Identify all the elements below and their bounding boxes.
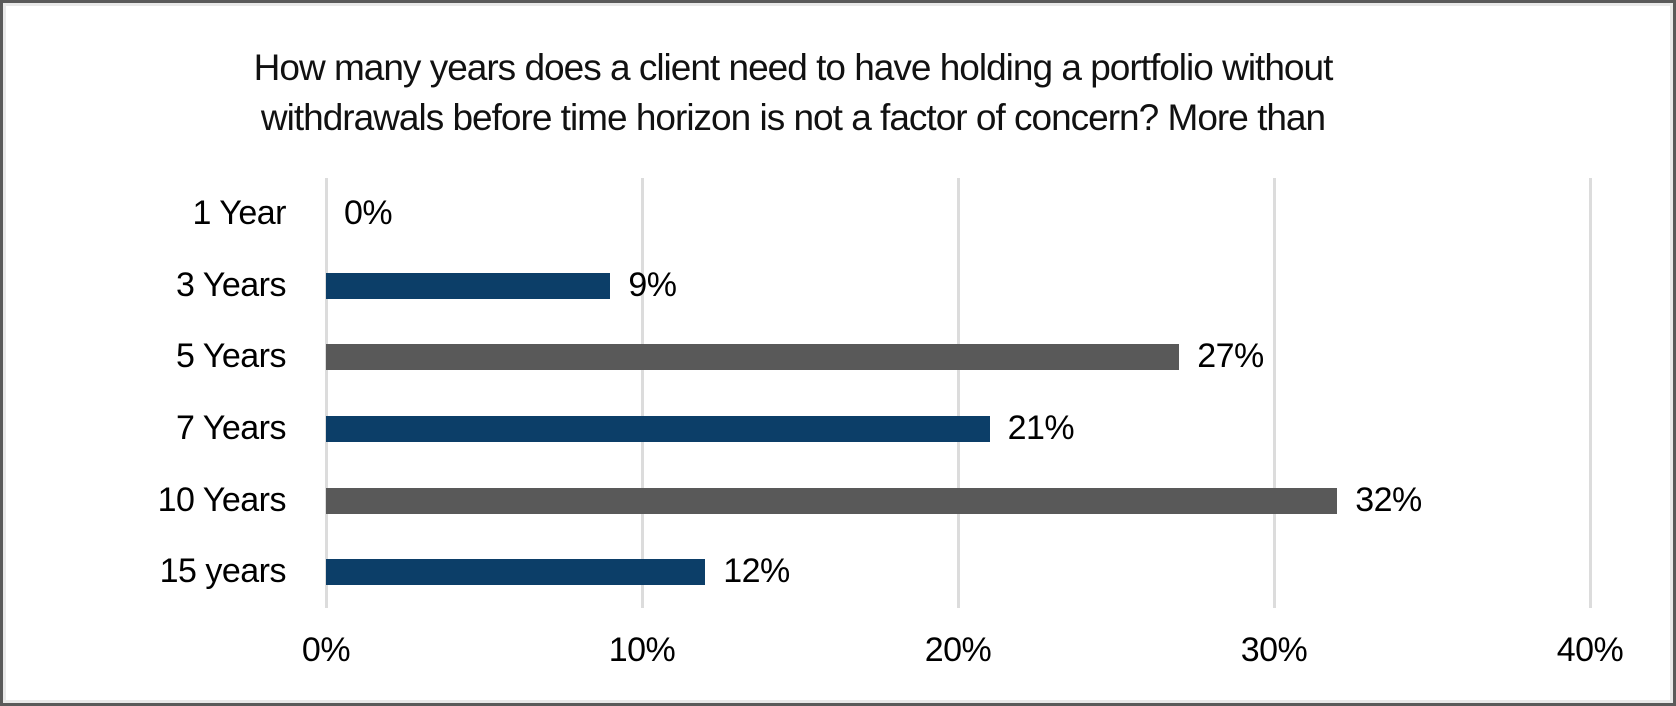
gridline-10pct: [640, 178, 644, 608]
category-label-3-years: 3 Years: [176, 266, 286, 304]
bar-value-5-years: 27%: [1197, 337, 1264, 375]
category-label-7-years: 7 Years: [176, 409, 286, 447]
x-axis-tick-20pct: 20%: [924, 631, 992, 669]
category-label-1-year: 1 Year: [192, 194, 287, 232]
bar-7-years: [326, 415, 990, 442]
bar-value-3-years: 9%: [628, 266, 677, 304]
bar-value-10-years: 32%: [1355, 481, 1422, 519]
gridline-40pct: [1588, 178, 1592, 608]
chart-title-line-2: withdrawals before time horizon is not a…: [260, 97, 1326, 138]
bar-value-15-years: 12%: [723, 552, 790, 590]
gridline-0pct: [324, 178, 328, 608]
bar-row-15-years: 12%: [326, 536, 1590, 607]
gridline-20pct: [956, 178, 960, 608]
bar-row-1-year: 0%: [326, 178, 1590, 249]
category-label-15-years: 15 years: [159, 552, 287, 590]
x-axis-tick-30pct: 30%: [1240, 631, 1308, 669]
bar-row-3-years: 9%: [326, 250, 1590, 321]
chart-title-line-1: How many years does a client need to hav…: [253, 47, 1334, 88]
bar-row-10-years: 32%: [326, 465, 1590, 536]
x-axis-tick-40pct: 40%: [1556, 631, 1624, 669]
category-label-10-years: 10 Years: [157, 481, 287, 519]
plot-area: 0% 9% 27% 21% 32% 12%: [324, 178, 1592, 608]
category-label-5-years: 5 Years: [176, 337, 286, 375]
bar-15-years: [326, 558, 706, 585]
bar-3-years: [326, 272, 611, 299]
gridline-30pct: [1272, 178, 1276, 608]
chart-title: How many years does a client need to hav…: [143, 43, 1443, 143]
x-axis-tick-0pct: 0%: [301, 631, 351, 669]
bar-5-years: [326, 343, 1180, 370]
bar-row-5-years: 27%: [326, 321, 1590, 392]
x-axis-tick-10pct: 10%: [608, 631, 676, 669]
bar-row-7-years: 21%: [326, 393, 1590, 464]
bar-value-1-year: 0%: [344, 194, 393, 232]
bar-value-7-years: 21%: [1007, 409, 1075, 447]
bar-10-years: [326, 487, 1338, 514]
